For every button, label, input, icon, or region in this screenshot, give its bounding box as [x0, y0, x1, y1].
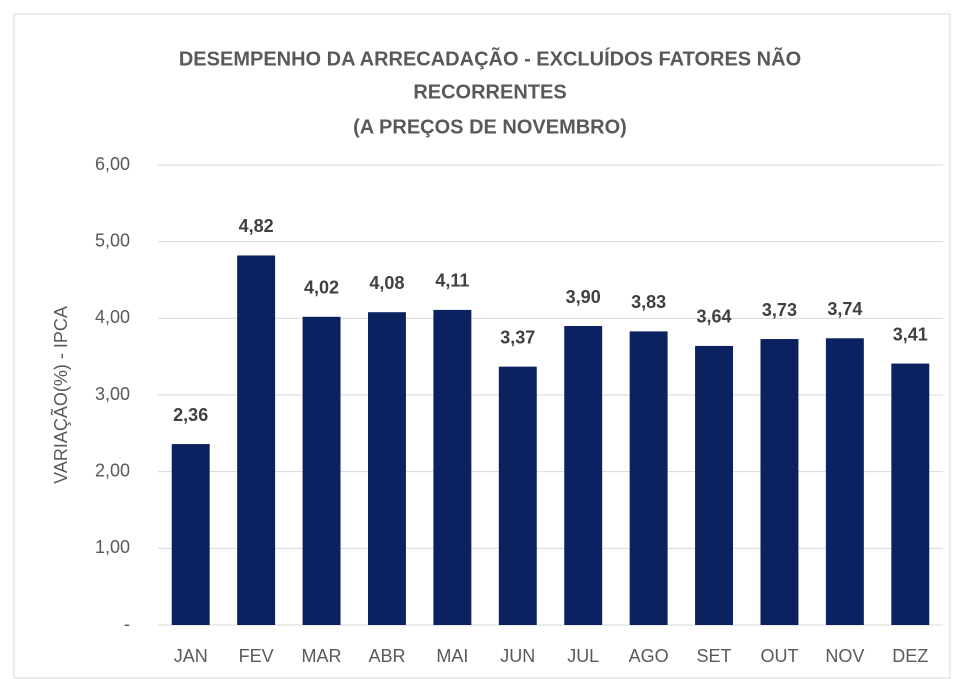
value-label: 4,11: [435, 271, 469, 291]
x-tick-label: ABR: [368, 646, 405, 666]
value-label: 3,64: [697, 307, 732, 327]
value-label: 3,73: [762, 300, 797, 320]
x-tick-label: JUL: [567, 646, 599, 666]
bar: [302, 316, 341, 625]
value-label: 4,08: [369, 273, 404, 293]
y-tick-label: 3,00: [95, 384, 130, 404]
bar: [825, 338, 864, 625]
bar: [171, 444, 210, 625]
value-label: 3,41: [893, 324, 928, 344]
value-label: 4,02: [304, 278, 339, 298]
value-label: 3,90: [566, 287, 601, 307]
x-tick-label: JAN: [174, 646, 208, 666]
chart-title: DESEMPENHO DA ARRECADAÇÃO - EXCLUÍDOS FA…: [179, 47, 801, 70]
value-label: 3,37: [500, 327, 535, 347]
bar: [433, 309, 472, 625]
y-tick-label: 2,00: [95, 460, 130, 480]
bar: [237, 255, 276, 625]
bar: [367, 312, 406, 625]
x-tick-label: AGO: [629, 646, 669, 666]
chart-border: [13, 13, 951, 679]
x-tick-label: MAR: [302, 646, 342, 666]
y-tick-label: 1,00: [95, 537, 130, 557]
chart-title: RECORRENTES: [413, 81, 566, 103]
x-tick-label: JUN: [500, 646, 535, 666]
y-tick-label: 4,00: [95, 307, 130, 327]
y-axis-label: VARIAÇÃO(%) - IPCA: [50, 306, 71, 484]
value-label: 2,36: [173, 405, 208, 425]
y-tick-label: 6,00: [95, 154, 130, 174]
bar: [629, 331, 668, 625]
value-label: 3,74: [827, 299, 862, 319]
value-label: 3,83: [631, 292, 666, 312]
y-tick-label: 5,00: [95, 230, 130, 250]
chart-title: (A PREÇOS DE NOVEMBRO): [353, 116, 627, 138]
bar: [564, 326, 603, 625]
x-tick-label: NOV: [825, 646, 864, 666]
x-tick-label: OUT: [760, 646, 798, 666]
y-tick-label: -: [124, 614, 130, 634]
bar: [695, 345, 734, 625]
x-tick-label: DEZ: [892, 646, 928, 666]
value-label: 4,82: [239, 216, 274, 236]
x-tick-label: FEV: [239, 646, 274, 666]
bar: [891, 363, 930, 625]
x-tick-label: SET: [697, 646, 732, 666]
x-tick-label: MAI: [436, 646, 468, 666]
bar: [498, 366, 537, 625]
bar: [760, 339, 799, 625]
